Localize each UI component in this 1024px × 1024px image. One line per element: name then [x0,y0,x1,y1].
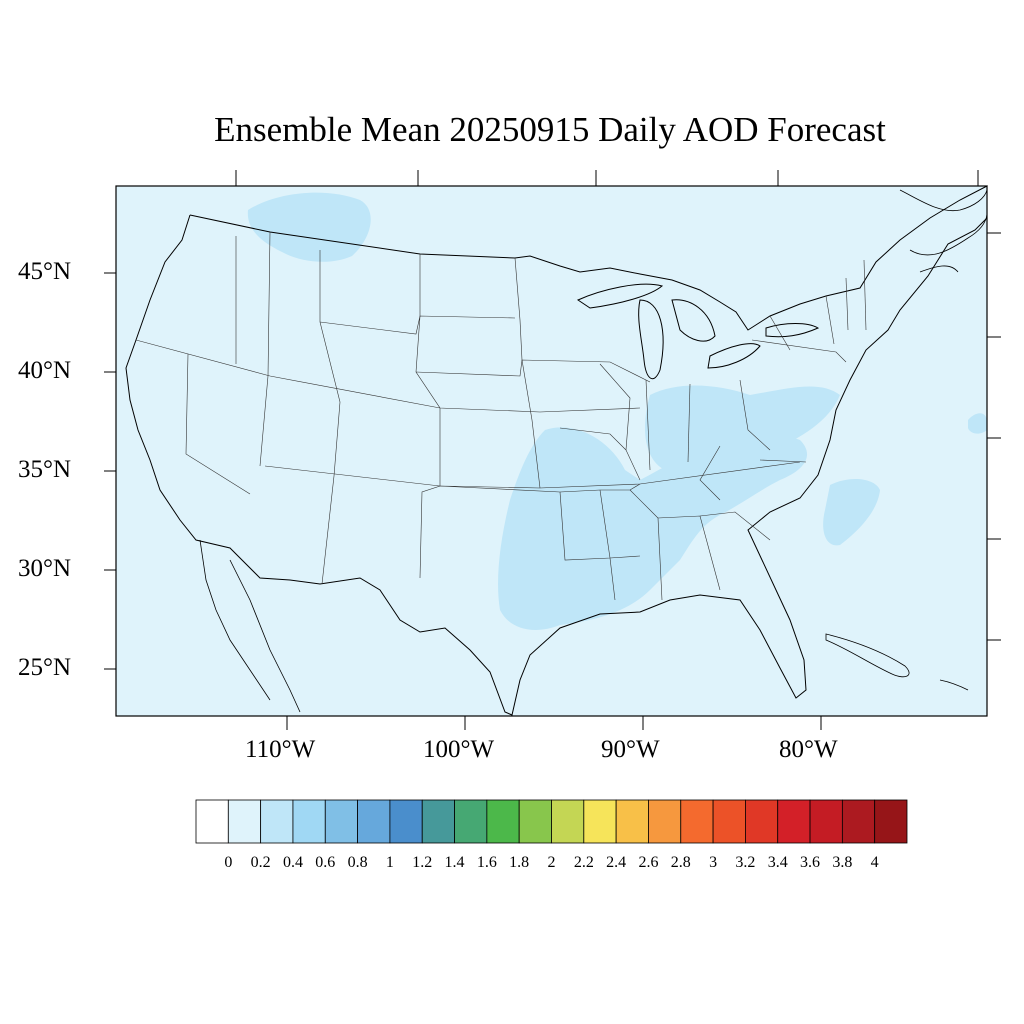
colorbar-tick-label: 1 [385,854,394,871]
colorbar-swatch [551,799,585,844]
longitude-label: 100°W [423,736,495,763]
axis-ticks [104,170,1001,730]
colorbar [195,799,908,844]
colorbar-tick-label: 2.2 [573,854,594,871]
colorbar-swatch [712,799,746,844]
colorbar-tick-label: 2.4 [606,854,627,871]
map-title: Ensemble Mean 20250915 Daily AOD Forecas… [214,110,886,149]
longitude-label: 110°W [245,736,316,763]
aod-region-south-central [498,427,808,630]
colorbar-swatch [260,799,294,844]
colorbar-tick-label: 0 [224,854,233,871]
colorbar-tick-label: 1.2 [412,854,433,871]
longitude-label: 90°W [601,736,660,763]
colorbar-tick-label: 1.6 [476,854,497,871]
colorbar-swatch [680,799,714,844]
colorbar-tick-label: 0.6 [315,854,336,871]
colorbar-swatch [324,799,358,844]
colorbar-tick-label: 1.8 [509,854,530,871]
colorbar-swatch [841,799,876,844]
aod-region-east-edge [968,413,987,434]
colorbar-swatch [648,799,682,844]
colorbar-tick-label: 3.2 [735,854,756,871]
colorbar-swatch [357,799,391,844]
colorbar-swatch [518,799,552,844]
map-frame [115,185,988,717]
colorbar-tick-label: 2.6 [638,854,659,871]
coastline-us [125,185,988,716]
colorbar-swatch [292,799,326,844]
aod-highlight-regions [247,192,987,630]
colorbar-swatch [583,799,617,844]
longitude-label: 80°W [779,736,838,763]
aod-region-ohio-valley [645,385,840,470]
state-borders [135,231,867,601]
colorbar-tick-label: 3.4 [767,854,788,871]
latitude-label: 30°N [18,555,72,582]
colorbar-tick-label: 2.8 [670,854,691,871]
colorbar-swatch [809,799,843,844]
colorbar-tick-label: 3.6 [800,854,821,871]
colorbar-tick-label: 1.4 [444,854,465,871]
latitude-label: 25°N [18,654,72,681]
latitude-label: 40°N [18,357,72,384]
colorbar-swatch [874,799,908,844]
colorbar-tick-label: 0.2 [250,854,271,871]
colorbar-tick-label: 3.8 [832,854,853,871]
other-coastlines [199,189,988,713]
map-panel [115,185,988,717]
colorbar-tick-label: 2 [547,854,556,871]
colorbar-swatch [227,799,262,844]
colorbar-swatch [745,799,779,844]
aod-region-atlantic [823,478,880,546]
latitude-label: 45°N [18,258,72,285]
colorbar-swatch [421,799,455,844]
colorbar-swatch [454,799,488,844]
colorbar-tick-label: 0.8 [347,854,368,871]
colorbar-swatch [486,799,520,844]
colorbar-tick-label: 4 [870,854,879,871]
colorbar-swatch [195,799,229,844]
colorbar-swatch [615,799,649,844]
colorbar-swatch [389,799,423,844]
great-lakes [576,283,820,380]
latitude-label: 35°N [18,456,72,483]
colorbar-swatch [777,799,811,844]
aod-region-montana [247,192,371,262]
colorbar-tick-label: 0.4 [282,854,303,871]
colorbar-tick-label: 3 [709,854,718,871]
